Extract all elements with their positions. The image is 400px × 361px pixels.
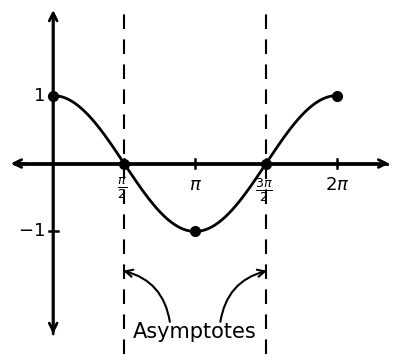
Text: $\pi$: $\pi$ [188, 176, 202, 194]
Text: Asymptotes: Asymptotes [133, 322, 257, 342]
Text: $-1$: $-1$ [18, 222, 45, 240]
Text: $2\pi$: $2\pi$ [325, 176, 349, 194]
Text: $\frac{\pi}{2}$: $\frac{\pi}{2}$ [117, 176, 127, 201]
Text: $\frac{3\pi}{2}$: $\frac{3\pi}{2}$ [255, 176, 273, 204]
Text: $1$: $1$ [33, 87, 45, 105]
